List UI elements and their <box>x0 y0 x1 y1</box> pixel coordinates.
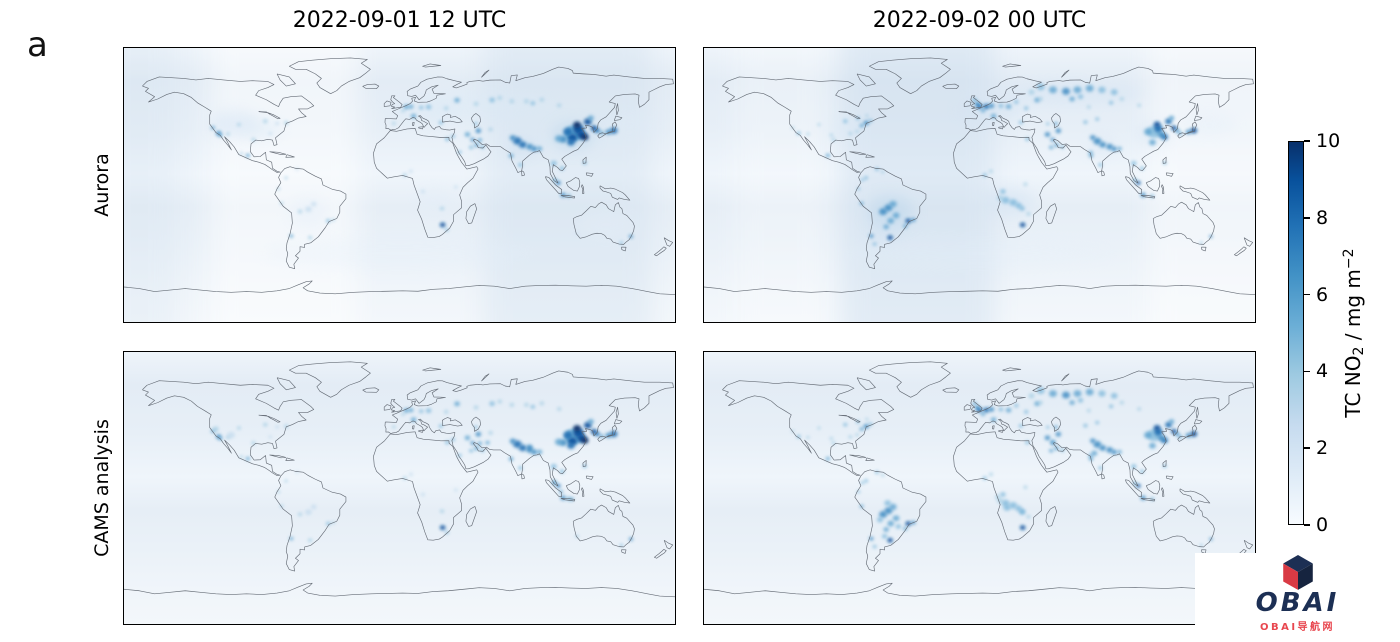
panel-label: a <box>27 25 48 65</box>
coastlines <box>704 57 1255 295</box>
colorbar-tick-label: 2 <box>1316 437 1329 460</box>
row-label-cams: CAMS analysis <box>91 419 113 557</box>
column-title-right: 2022-09-02 00 UTC <box>872 8 1087 33</box>
colorbar-tick-label: 8 <box>1316 206 1329 229</box>
cube-left-face <box>1282 563 1298 590</box>
column-title-left: 2022-09-01 12 UTC <box>292 8 507 33</box>
world-map-svg <box>704 48 1255 322</box>
colorbar-label: TC NO2 / mg m−2 <box>1341 248 1367 417</box>
colorbar-tick-mark <box>1304 217 1310 219</box>
world-map-svg <box>704 352 1255 624</box>
watermark-caption: OBAI导航网 <box>1259 622 1336 634</box>
coastlines <box>124 57 675 295</box>
colorbar-label-mid: / mg m <box>1341 269 1365 347</box>
colorbar-tick-label: 10 <box>1316 130 1341 152</box>
world-map-svg <box>124 352 675 624</box>
colorbar-tick-mark <box>1304 140 1310 142</box>
cube-logo-icon <box>1282 555 1313 590</box>
colorbar-label-prefix: TC NO <box>1341 355 1365 418</box>
row-label-aurora: Aurora <box>91 153 113 217</box>
coastlines <box>704 361 1255 598</box>
colorbar <box>1288 141 1304 525</box>
cube-right-face <box>1297 563 1313 590</box>
colorbar-tick-mark <box>1304 524 1310 526</box>
colorbar-tick-label: 6 <box>1316 283 1329 306</box>
map-panel-aurora-12utc <box>123 47 676 323</box>
colorbar-label-sup: −2 <box>1340 248 1357 270</box>
cube-top-face <box>1282 555 1313 572</box>
colorbar-tick-mark <box>1304 370 1310 373</box>
colorbar-tick-label: 0 <box>1316 514 1329 536</box>
colorbar-label-sub: 2 <box>1351 346 1368 356</box>
watermark-brand: OBAI <box>1255 588 1340 618</box>
world-map-svg <box>124 48 675 322</box>
map-panel-aurora-00utc <box>703 47 1256 323</box>
map-panel-cams-00utc <box>703 351 1256 625</box>
colorbar-tick-mark <box>1304 447 1310 449</box>
map-panel-cams-12utc <box>123 351 676 625</box>
coastlines <box>124 361 675 598</box>
colorbar-tick-label: 4 <box>1316 360 1329 383</box>
watermark: OBAI OBAI导航网 <box>1195 553 1400 642</box>
colorbar-tick-mark <box>1304 293 1310 296</box>
